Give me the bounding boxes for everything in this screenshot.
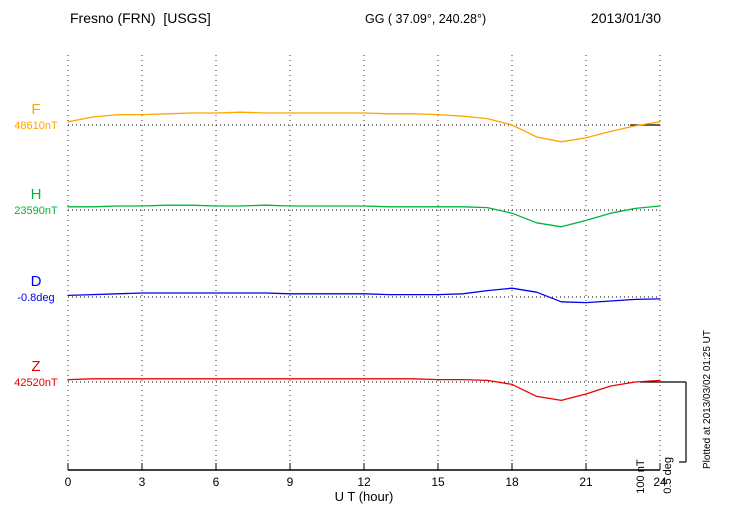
geographic-coords: GG ( 37.09°, 240.28°) bbox=[365, 12, 487, 26]
channel-letter-F: F bbox=[31, 101, 41, 118]
channel-baseline-D: -0.8deg bbox=[17, 292, 55, 304]
x-axis-label: U T (hour) bbox=[334, 489, 394, 504]
scale-nt-label: 100 nT bbox=[635, 459, 648, 494]
channel-letter-H: H bbox=[30, 186, 42, 203]
plot-date: 2013/01/30 bbox=[590, 10, 661, 26]
channel-label: D -0.8deg bbox=[8, 274, 64, 304]
channel-baseline-H: 23590nT bbox=[14, 205, 58, 217]
x-tick-label: 0 bbox=[64, 475, 72, 489]
x-axis-tick-labels: 0 3 6 9 12 15 18 21 24 bbox=[0, 475, 730, 491]
x-tick-label: 3 bbox=[138, 475, 146, 489]
channel-label: H 23590nT bbox=[8, 187, 64, 217]
channel-letter-D: D bbox=[30, 273, 42, 290]
scale-bar-label: 100 nT 0.5 deg bbox=[622, 457, 688, 506]
channel-baseline-F: 48610nT bbox=[14, 120, 58, 132]
x-tick-label: 15 bbox=[431, 475, 445, 489]
x-tick-label: 21 bbox=[579, 475, 593, 489]
scale-deg-label: 0.5 deg bbox=[661, 457, 674, 494]
channel-baseline-Z: 42520nT bbox=[14, 377, 58, 389]
channel-letter-Z: Z bbox=[31, 358, 41, 375]
channel-label: Z 42520nT bbox=[8, 359, 64, 389]
x-tick-label: 12 bbox=[357, 475, 371, 489]
plotted-at-label: Plotted at 2013/03/02 01:25 UT bbox=[702, 330, 713, 469]
channel-label: F 48610nT bbox=[8, 102, 64, 132]
x-tick-label: 18 bbox=[505, 475, 519, 489]
x-tick-label: 24 bbox=[653, 475, 667, 489]
x-tick-label: 9 bbox=[286, 475, 294, 489]
station-title: Fresno (FRN) [USGS] bbox=[70, 10, 211, 26]
x-tick-label: 6 bbox=[212, 475, 220, 489]
